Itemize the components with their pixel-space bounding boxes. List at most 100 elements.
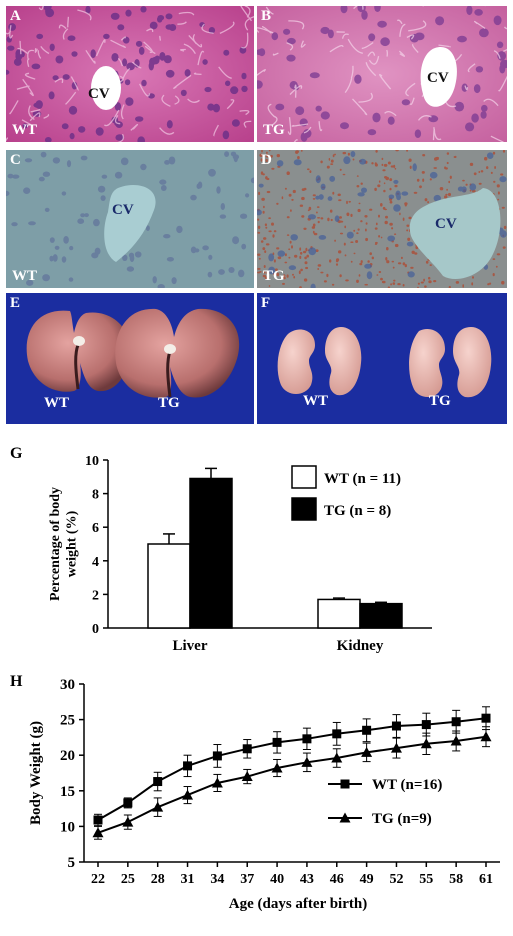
data-point: [92, 827, 104, 838]
data-point: [391, 721, 401, 731]
data-point: [122, 816, 134, 827]
data-point: [241, 771, 253, 782]
series-line-0: [97, 717, 487, 821]
data-point: [331, 752, 343, 763]
panel-label-e: E: [10, 295, 21, 311]
x-tick-label: 28: [151, 872, 165, 887]
y-tick-label: 10: [85, 454, 99, 469]
data-point: [153, 777, 163, 787]
group-label-a: WT: [12, 122, 38, 138]
y-tick-label: 20: [60, 748, 75, 764]
y-tick-label: 10: [60, 819, 75, 835]
data-point: [302, 734, 312, 744]
y-axis-label: Percentage of bodyweight (%): [48, 487, 79, 601]
wt-kidney-1: [277, 329, 315, 394]
y-tick-label: 15: [60, 784, 75, 800]
wt-liver: [26, 310, 131, 392]
x-tick-label: 34: [210, 872, 224, 887]
bar-kidney-1: [359, 602, 403, 629]
data-point: [480, 731, 492, 742]
y-tick-label: 0: [92, 622, 99, 637]
central-vein: [409, 188, 501, 280]
legend-marker-1: [339, 812, 351, 823]
x-tick-label: 61: [479, 872, 493, 887]
micrograph-oilred-wt: C CV WT: [6, 150, 254, 288]
data-point: [93, 815, 103, 825]
he-wt-image: [6, 6, 254, 142]
series-0: [93, 706, 491, 827]
data-point: [390, 742, 402, 753]
x-tick-label: 25: [121, 872, 135, 887]
tg-kidney-1: [409, 329, 445, 398]
kidney-wt-label: WT: [303, 393, 329, 409]
data-point: [301, 756, 313, 767]
data-point: [332, 729, 342, 739]
panel-label-f: F: [261, 295, 271, 311]
bar-liver-1: [189, 477, 233, 629]
central-vein: [91, 66, 121, 110]
y-tick-label: 5: [68, 855, 76, 871]
tg-liver: [115, 308, 240, 398]
legend-label-1: TG (n = 8): [324, 503, 391, 519]
oilred-tg-image: [257, 150, 507, 288]
x-tick-label: 31: [181, 872, 195, 887]
cv-label-d: CV: [435, 216, 457, 232]
legend-label-0: WT (n = 11): [324, 471, 401, 487]
x-tick-label: 37: [240, 872, 254, 887]
y-tick-label: 25: [60, 713, 75, 729]
data-point: [450, 735, 462, 746]
panel-label-h: H: [10, 673, 23, 690]
central-vein: [420, 46, 457, 107]
y-tick-label: 6: [92, 521, 99, 536]
x-tick-label: 22: [91, 872, 105, 887]
bar-kidney-0: [317, 598, 361, 629]
liver-wt-label: WT: [44, 395, 70, 411]
y-tick-label: 8: [92, 488, 99, 503]
panel-label-a: A: [10, 8, 21, 24]
data-point: [271, 762, 283, 773]
category-label-kidney: Kidney: [337, 638, 384, 654]
x-tick-label: 55: [419, 872, 433, 887]
panel-label-d: D: [261, 152, 272, 168]
data-point: [152, 801, 164, 812]
data-point: [420, 738, 432, 749]
cv-label-a: CV: [88, 86, 110, 102]
series-line-1: [97, 735, 487, 834]
organ-weight-bar-chart: G 0 2 4 6 8 10 Percentage of bodyweight (%) Liv…: [10, 445, 432, 654]
panel-label-c: C: [10, 152, 21, 168]
bar-liver-0: [147, 543, 191, 629]
micrograph-he-wt: A CV WT: [6, 6, 254, 142]
data-point: [242, 744, 252, 754]
series-1: [92, 726, 492, 840]
legend-swatch-0: [291, 465, 317, 489]
oilred-wt-image: [6, 150, 254, 288]
data-point: [183, 761, 193, 771]
y-tick-label: 4: [92, 555, 99, 570]
group-label-c: WT: [12, 268, 38, 284]
cv-label-c: CV: [112, 202, 134, 218]
data-point: [272, 737, 282, 747]
legend-label-0: WT (n=16): [372, 777, 442, 793]
panel-label-b: B: [261, 8, 272, 24]
panel-label-g: G: [10, 445, 23, 462]
data-point: [451, 717, 461, 727]
x-tick-label: 43: [300, 872, 314, 887]
group-label-b: TG: [263, 122, 285, 138]
category-label-liver: Liver: [173, 638, 208, 654]
central-vein: [104, 184, 156, 262]
tg-kidney-2: [453, 327, 492, 398]
legend-label-1: TG (n=9): [372, 811, 432, 827]
kidneys-image: [277, 327, 492, 398]
kidney-tg-label: TG: [429, 393, 451, 409]
legend-marker-0: [340, 779, 350, 789]
body-weight-line-chart: H 5 10 15 20 25 30 22 25 28 31 34 37 40 43 46 49 52 55 58 6…: [10, 673, 500, 912]
data-point: [481, 713, 491, 723]
photo-livers: WT TG E: [6, 293, 254, 424]
group-label-d: TG: [263, 268, 285, 284]
data-point: [211, 777, 223, 788]
he-tg-image: [257, 6, 507, 142]
y-tick-label: 2: [92, 588, 99, 603]
data-point: [421, 720, 431, 730]
x-tick-label: 58: [449, 872, 463, 887]
data-point: [362, 725, 372, 735]
